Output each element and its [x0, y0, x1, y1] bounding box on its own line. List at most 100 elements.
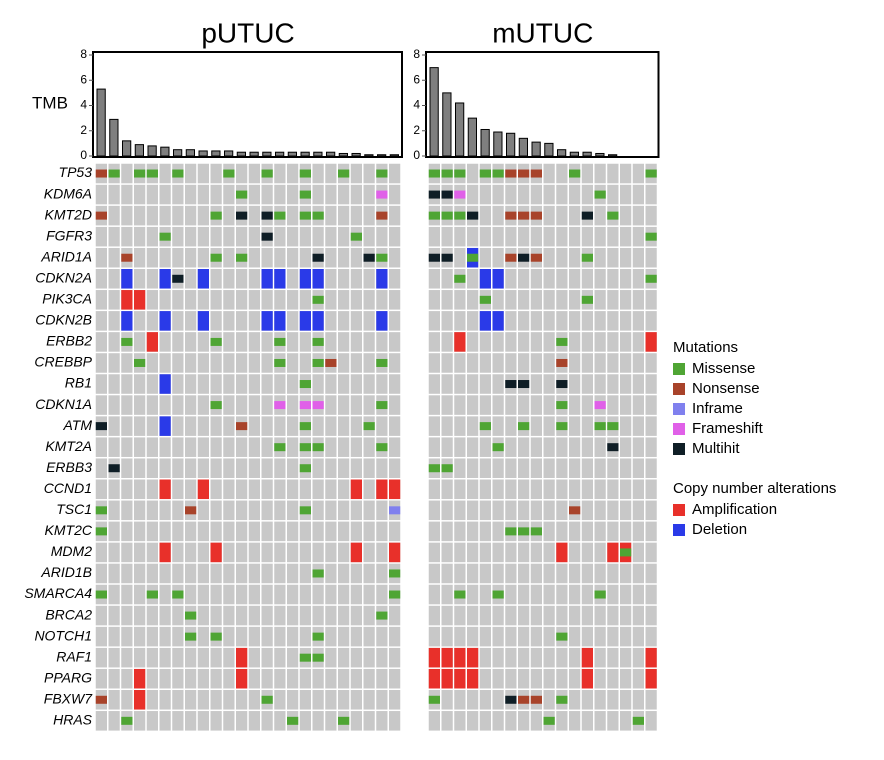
- cell: [325, 479, 337, 500]
- tmb-bar: [224, 150, 234, 157]
- cell: [428, 374, 440, 394]
- y-tick-label: 0: [80, 148, 87, 162]
- cell: [505, 626, 517, 647]
- cell: [172, 184, 184, 205]
- cell: [594, 542, 606, 563]
- cell: [454, 521, 466, 542]
- cna: [312, 269, 324, 289]
- cell: [492, 626, 504, 647]
- mutation: [185, 611, 197, 620]
- cell: [197, 374, 209, 394]
- cna: [236, 668, 248, 689]
- cell: [312, 711, 324, 731]
- cell: [146, 626, 158, 647]
- cell: [492, 690, 504, 710]
- cell: [363, 437, 375, 457]
- cell: [569, 563, 581, 584]
- cell: [108, 647, 120, 668]
- mutation: [428, 169, 440, 178]
- cell: [530, 416, 542, 436]
- cell: [492, 395, 504, 415]
- cell: [620, 437, 632, 457]
- cell: [594, 626, 606, 647]
- cell: [441, 479, 453, 500]
- cell: [338, 184, 350, 205]
- cell: [223, 626, 235, 647]
- cell: [134, 416, 146, 436]
- cell: [543, 332, 555, 352]
- cell: [389, 374, 401, 394]
- cell: [134, 563, 146, 584]
- cell: [350, 353, 362, 373]
- cell: [146, 690, 158, 710]
- mutation: [389, 590, 401, 599]
- cell: [121, 521, 133, 542]
- cell: [325, 163, 337, 184]
- mutation: [607, 211, 619, 220]
- cell: [236, 290, 248, 310]
- mutation: [518, 169, 530, 178]
- cell: [197, 226, 209, 247]
- cell: [518, 542, 530, 563]
- cell: [505, 479, 517, 500]
- cell: [159, 332, 171, 352]
- cell: [210, 226, 222, 247]
- mutation: [556, 632, 568, 641]
- cell: [492, 605, 504, 626]
- cell: [620, 668, 632, 689]
- cell: [479, 584, 491, 605]
- cell: [594, 521, 606, 542]
- cell: [134, 711, 146, 731]
- cell: [121, 416, 133, 436]
- mutation: [441, 190, 453, 199]
- cell: [338, 521, 350, 542]
- cell: [530, 605, 542, 626]
- cell: [467, 479, 479, 500]
- cell: [287, 184, 299, 205]
- legend-label: Amplification: [692, 501, 777, 518]
- cell: [556, 247, 568, 268]
- mutation: [376, 443, 388, 452]
- cell: [236, 711, 248, 731]
- cell: [581, 332, 593, 352]
- cell: [428, 437, 440, 457]
- cell: [441, 626, 453, 647]
- cell: [350, 458, 362, 478]
- cell: [299, 542, 311, 563]
- y-tick-label: 8: [80, 47, 87, 61]
- mutation: [185, 506, 197, 515]
- cell: [454, 311, 466, 331]
- cell: [620, 205, 632, 226]
- cell: [274, 521, 286, 542]
- mutation: [299, 464, 311, 473]
- cell: [376, 226, 388, 247]
- cell: [287, 542, 299, 563]
- y-tick-label: 8: [413, 47, 420, 61]
- cell: [454, 479, 466, 500]
- cell: [172, 647, 184, 668]
- cell: [607, 290, 619, 310]
- cell: [261, 353, 273, 373]
- cell: [632, 605, 644, 626]
- mutation: [530, 695, 542, 704]
- cell: [325, 395, 337, 415]
- cell: [248, 584, 260, 605]
- cell: [108, 605, 120, 626]
- cell: [492, 205, 504, 226]
- mutation: [594, 401, 606, 410]
- cell: [274, 458, 286, 478]
- cell: [505, 542, 517, 563]
- cell: [287, 584, 299, 605]
- cell: [325, 542, 337, 563]
- cell: [236, 332, 248, 352]
- cell: [287, 605, 299, 626]
- cell: [134, 184, 146, 205]
- cell: [172, 458, 184, 478]
- mutation: [312, 443, 324, 452]
- cell: [312, 226, 324, 247]
- cell: [248, 226, 260, 247]
- cna: [376, 311, 388, 331]
- cell: [607, 184, 619, 205]
- cell: [581, 374, 593, 394]
- cell: [312, 542, 324, 563]
